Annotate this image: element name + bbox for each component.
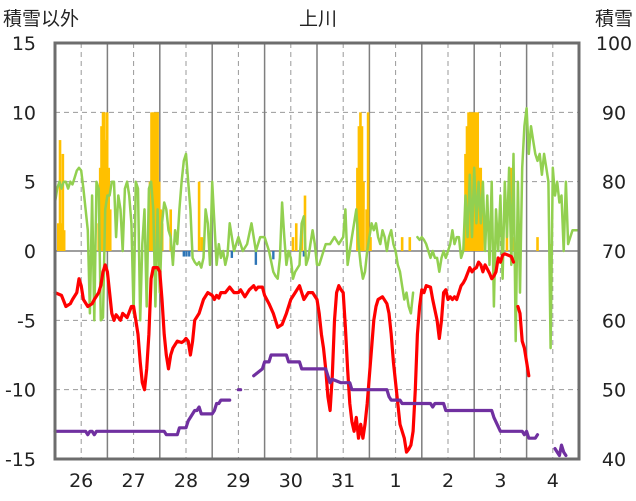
precip-bar [151,112,155,251]
precip-bar [157,181,161,251]
right-tick-label: 60 [602,310,626,332]
series-temperature [53,252,516,454]
precip-bar [104,140,107,251]
precip-bar [365,209,368,251]
right-axis-label: 積雪 [595,8,633,30]
precip-bar [470,112,473,251]
left-tick-label: 10 [12,102,36,124]
day-label: 28 [174,470,198,492]
precip-bar [369,237,372,251]
precip-bar [197,181,201,251]
precip-bar [58,140,62,251]
precip-bar [465,126,469,251]
right-tick-label: 80 [602,172,626,194]
negative-bar [182,251,186,257]
precip-bar [153,112,156,251]
negative-bar [272,251,275,260]
left-tick-label: -10 [5,380,36,402]
negative-bar [254,251,258,265]
precip-bar [359,112,362,251]
precip-bar [481,181,484,251]
day-label: 4 [547,470,559,492]
x-axis-ticks: 26 27 28 29 30 31 1 2 3 4 [69,470,559,492]
day-label: 29 [226,470,250,492]
right-tick-label: 50 [602,380,626,402]
left-tick-label: -15 [5,449,36,471]
right-tick-label: 70 [602,241,626,263]
precip-bar [400,237,404,251]
right-tick-label: 40 [602,449,626,471]
day-label: 2 [442,470,454,492]
precip-bar [105,112,109,251]
series-snow-depth [53,398,232,437]
precip-bar [357,126,361,251]
series-snow-depth [252,353,540,440]
precip-bar [294,223,298,251]
precip-bar [474,112,478,251]
precip-bar [62,230,66,251]
precip-bar [60,223,63,251]
right-tick-label: 100 [596,33,632,55]
day-label: 27 [122,470,146,492]
plot-frame [53,41,581,461]
left-tick-label: 5 [24,172,36,194]
precip-bar [362,181,365,251]
left-tick-label: 0 [24,241,36,263]
series-humidity-like [416,106,581,350]
day-label: 31 [331,470,355,492]
series-snow-depth [553,443,568,458]
precip-bar [169,209,173,251]
negative-bar [188,251,191,257]
series-humidity-like [53,152,415,322]
left-axis-label: 積雪以外 [3,8,79,30]
negative-bar [230,251,234,258]
series-temperature [516,304,531,378]
precip-bar [156,112,159,251]
precip-bar [200,237,204,251]
negative-bar [185,251,188,257]
day-label: 3 [494,470,506,492]
precip-bar [107,167,111,251]
precip-bar [291,237,295,251]
precip-bar [108,209,112,251]
left-axis-ticks: 15 10 5 0 -5 -10 -15 [5,33,36,471]
precip-bar [148,181,152,251]
chart-title: 上川 [299,8,337,30]
negative-bar [302,251,306,257]
left-tick-label: -5 [17,310,36,332]
precip-bar [56,223,60,251]
precip-bar [103,112,106,251]
precip-bar [536,237,539,251]
precip-bar [101,112,105,251]
right-tick-label: 90 [602,102,626,124]
day-label: 26 [69,470,93,492]
precip-bar [154,112,158,251]
precip-bar [100,126,103,251]
left-tick-label: 15 [12,33,36,55]
day-label: 30 [279,470,303,492]
precip-bar [408,237,412,251]
precip-bar [366,112,370,251]
precip-bar [360,126,364,251]
day-label: 1 [390,470,402,492]
precip-bar [61,153,65,251]
right-axis-ticks: 100 90 80 70 60 50 40 [596,33,632,471]
series-lines [53,106,581,458]
